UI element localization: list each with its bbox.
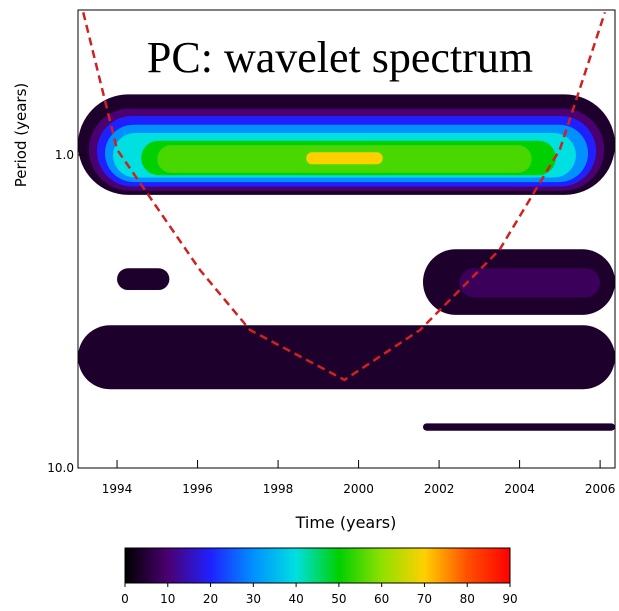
power-region [306,152,383,165]
power-region [78,325,615,390]
plot-area [78,11,615,431]
colorbar-tick-label: 20 [203,592,218,606]
colorbar-tick-label: 30 [246,592,261,606]
plot-frame [77,9,616,469]
colorbar [124,547,511,584]
x-tick-label: 1996 [182,482,213,496]
x-tick-label: 2000 [343,482,374,496]
y-axis-label: Period (years) [12,83,30,188]
x-tick-label: 1998 [263,482,294,496]
colorbar-tick-label: 90 [502,592,517,606]
x-tick-label: 2006 [585,482,616,496]
y-tick-label: 1.0 [55,148,74,162]
colorbar-tick-label: 50 [331,592,346,606]
colorbar-tick-label: 10 [160,592,175,606]
colorbar-tick-label: 0 [121,592,129,606]
power-region [459,268,601,298]
x-tick-label: 2004 [504,482,535,496]
y-tick-label: 10.0 [47,461,74,475]
colorbar-tick-label: 80 [460,592,475,606]
colorbar-tick-label: 60 [374,592,389,606]
x-axis-label: Time (years) [295,513,397,532]
x-tick-label: 1994 [102,482,133,496]
power-region [422,423,615,431]
power-region [117,268,170,291]
chart-title: PC: wavelet spectrum [147,33,533,82]
colorbar-tick-label: 40 [288,592,303,606]
cone-of-influence [82,11,607,382]
x-tick-label: 2002 [424,482,455,496]
colorbar-tick-label: 70 [417,592,432,606]
